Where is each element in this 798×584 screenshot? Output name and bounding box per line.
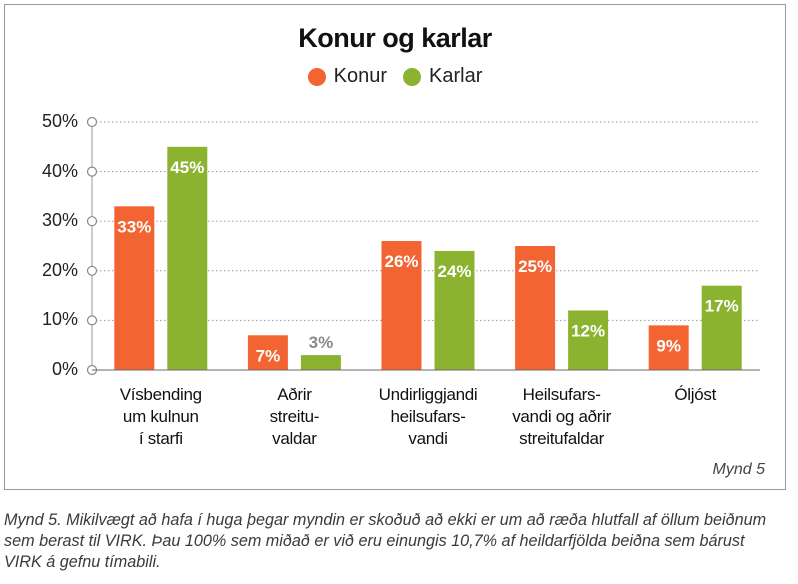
data-label-konur: 7% [256, 346, 281, 365]
figure-caption: Mynd 5. Mikilvægt að hafa í huga þegar m… [4, 511, 767, 571]
y-tick-marker [86, 166, 98, 177]
category-label: Aðrir streitu-valdar [269, 385, 320, 448]
bar-chart-plot: 33% 45% 7% 3% 26% 24% 25% 12% 9% 17% [86, 116, 760, 376]
legend-item-karlar: Karlar [403, 65, 482, 88]
data-label-karlar: 3% [309, 333, 334, 352]
category-label: Vísbending um kulnun í starfi [119, 385, 202, 448]
y-tick-label: 0% [51, 359, 78, 379]
legend: Konur Karlar [5, 65, 785, 88]
y-tick-label: 50% [41, 111, 78, 131]
data-label-karlar: 12% [571, 321, 605, 340]
y-tick-label: 20% [41, 259, 78, 280]
legend-swatch-konur [307, 67, 326, 86]
data-label-karlar: 24% [437, 262, 471, 281]
category-label: Undirliggjandi heilsufars-vandi [378, 385, 478, 448]
y-tick-marker [86, 216, 98, 227]
y-tick-label: 40% [41, 160, 78, 181]
y-tick-marker [86, 116, 98, 128]
y-tick-label: 30% [41, 210, 78, 231]
data-label-konur: 25% [518, 257, 552, 276]
category-label: Heilsufars-vandi og aðrir streitufaldar [512, 385, 611, 448]
figure-id: Mynd 5 [712, 461, 765, 478]
bar-karlar [167, 146, 208, 370]
legend-label-karlar: Karlar [429, 65, 483, 87]
legend-item-konur: Konur [307, 65, 387, 88]
y-tick-marker [86, 265, 98, 276]
legend-swatch-karlar [403, 67, 421, 86]
bar-karlar [701, 285, 742, 370]
y-tick-label: 10% [41, 309, 78, 330]
data-label-karlar: 17% [705, 297, 739, 316]
legend-label-konur: Konur [333, 65, 387, 87]
data-label-konur: 26% [384, 252, 418, 271]
bar-karlar [568, 310, 609, 370]
bar-karlar [434, 250, 475, 370]
data-label-konur: 9% [656, 336, 681, 355]
bar-konur [648, 325, 689, 370]
data-label-konur: 33% [117, 217, 151, 236]
category-label: Óljóst [674, 385, 717, 404]
y-tick-marker [86, 315, 98, 326]
chart-title: Konur og karlar [298, 23, 492, 53]
bar-karlar [300, 355, 341, 370]
bar-konur [247, 335, 288, 370]
bar-konur [381, 241, 422, 370]
data-label-karlar: 45% [170, 158, 204, 177]
bar-konur [114, 206, 155, 370]
bar-konur [515, 246, 556, 370]
